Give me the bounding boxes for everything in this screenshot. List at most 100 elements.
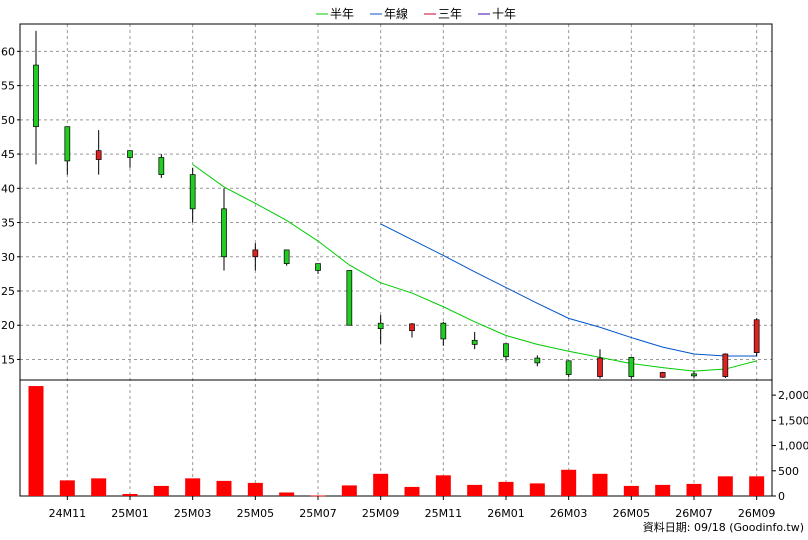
- candle-body: [33, 64, 39, 128]
- time-tick-label: 25M09: [362, 507, 400, 520]
- ma-line: [380, 223, 757, 357]
- volume-bar: [153, 485, 169, 496]
- volume-tick-label: 1,000: [778, 440, 808, 453]
- volume-tick-label: 1,500: [778, 414, 808, 427]
- candlestick: [565, 360, 572, 378]
- volume-bar: [373, 473, 389, 496]
- candle-body: [189, 174, 196, 210]
- volume-bar: [247, 482, 263, 496]
- candlestick: [628, 357, 635, 379]
- candle-body: [95, 150, 102, 160]
- candlestick: [503, 343, 509, 361]
- candlestick: [597, 349, 603, 379]
- volume-bar: [623, 485, 639, 496]
- legend-item: 十年: [478, 7, 516, 21]
- volume-bar: [529, 483, 545, 496]
- candle-body: [503, 343, 509, 358]
- tick-labels: 15 20 25 30 35 40 45 50 55 60 24M11 25M01 25M03 25M05…: [1, 45, 808, 520]
- candlestick: [158, 154, 165, 179]
- legend-label: 十年: [492, 7, 516, 21]
- time-tick-label: 26M01: [487, 507, 525, 520]
- candlestick: [471, 332, 478, 350]
- volume-tick-label: 2,000: [778, 389, 808, 402]
- candlestick: [64, 126, 71, 175]
- volume-bar: [467, 484, 483, 496]
- legend-label: 三年: [438, 7, 462, 21]
- candlestick: [409, 323, 415, 338]
- volume-bar: [717, 476, 733, 496]
- candle-body: [377, 322, 384, 330]
- time-tick-label: 26M09: [738, 507, 776, 520]
- volume-bar: [122, 493, 138, 496]
- candlestick: [252, 243, 259, 271]
- volume-bar: [310, 495, 326, 497]
- volume-bar: [561, 469, 577, 496]
- volume-bar: [498, 481, 514, 496]
- legend-item: 三年: [424, 7, 462, 21]
- candle-body: [409, 323, 415, 332]
- candlestick: [283, 249, 290, 266]
- time-tick-label: 26M07: [675, 507, 713, 520]
- time-tick-label: 25M01: [111, 507, 149, 520]
- price-tick-label: 55: [1, 80, 15, 93]
- legend-item: 年線: [370, 6, 408, 21]
- volume-tick-label: 500: [778, 465, 799, 478]
- candle-body: [597, 357, 603, 377]
- candlestick: [189, 167, 196, 223]
- legend: 半年 年線 三年 十年: [316, 6, 516, 21]
- price-tick-label: 20: [1, 319, 15, 332]
- candlestick: [33, 30, 39, 165]
- axes: [17, 23, 776, 500]
- ma-line: [192, 163, 757, 372]
- candlestick: [315, 263, 321, 274]
- plot-frame: [19, 23, 773, 497]
- candle-body: [471, 339, 478, 345]
- time-tick-label: 25M11: [425, 507, 463, 520]
- price-tick-label: 30: [1, 251, 15, 264]
- grid-lines: [20, 24, 772, 496]
- price-tick-label: 35: [1, 217, 15, 230]
- moving-average-lines: [192, 163, 757, 372]
- candle-body: [64, 126, 71, 162]
- candle-body: [722, 353, 729, 377]
- candle-body: [283, 249, 290, 264]
- volume-bar: [28, 386, 44, 496]
- time-tick-label: 25M05: [237, 507, 275, 520]
- candlestick: [95, 130, 102, 175]
- time-tick-label: 25M07: [299, 507, 337, 520]
- candle-body: [127, 150, 133, 158]
- candle-body: [315, 263, 321, 271]
- candle-body: [158, 157, 165, 175]
- volume-bar: [279, 492, 295, 496]
- volume-bar: [216, 480, 232, 496]
- volume-bar: [749, 476, 765, 496]
- time-tick-label: 26M05: [613, 507, 651, 520]
- time-tick-label: 24M11: [49, 507, 87, 520]
- legend-label: 年線: [384, 6, 408, 21]
- time-tick-label: 26M03: [550, 507, 588, 520]
- candlestick: [377, 314, 384, 344]
- volume-bar: [341, 485, 357, 496]
- candlestick: [221, 188, 227, 271]
- price-tick-label: 40: [1, 182, 15, 195]
- candle-body: [440, 322, 447, 340]
- price-tick-label: 60: [1, 45, 15, 58]
- time-tick-label: 25M03: [174, 507, 212, 520]
- candle-body: [659, 372, 666, 378]
- volume-bar: [655, 484, 671, 496]
- volume-bar: [686, 483, 702, 496]
- volume-bar: [59, 480, 75, 496]
- price-tick-label: 25: [1, 285, 15, 298]
- volume-bar: [404, 486, 420, 496]
- candlestick: [722, 353, 729, 378]
- candle-body: [252, 249, 259, 258]
- candle-body: [565, 360, 572, 375]
- candle-body: [534, 357, 541, 364]
- volume-bar: [592, 473, 608, 496]
- candle-body: [753, 319, 760, 353]
- volume-bars: [28, 386, 765, 497]
- candlestick: [691, 371, 697, 378]
- candlestick: [659, 371, 666, 378]
